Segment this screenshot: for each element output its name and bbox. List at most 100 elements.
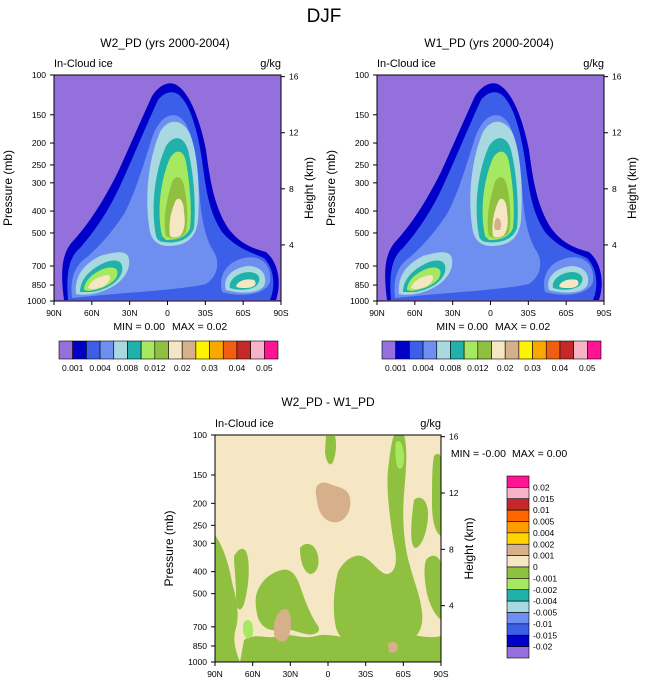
y2-tick-label: 4 [449, 601, 454, 611]
y2-tick-label: 8 [612, 184, 617, 194]
y-axis-title: Pressure (mb) [162, 510, 176, 586]
y-tick-label: 850 [193, 641, 207, 651]
colorbar-label: 0.004 [412, 363, 434, 373]
y-tick-label: 500 [193, 589, 207, 599]
colorbar-label: 0.015 [533, 494, 555, 504]
y2-axis-title: Height (km) [302, 157, 316, 219]
y-tick-label: 100 [355, 70, 369, 80]
colorbar-swatch [113, 340, 128, 360]
colorbar-swatch [506, 543, 530, 556]
y-tick-label: 700 [193, 622, 207, 632]
colorbar-label: 0.002 [533, 539, 555, 549]
colorbar-label: 0 [533, 562, 538, 572]
colorbar-label: 0.012 [144, 363, 166, 373]
colorbar-label: 0.05 [579, 363, 596, 373]
min-label: MIN = 0.00 [436, 321, 488, 333]
contour-level-neg0.001 [432, 453, 441, 536]
colorbar-swatch [381, 340, 396, 360]
colorbar-label: 0.001 [385, 363, 407, 373]
x-tick-label: 30S [198, 308, 213, 318]
colorbar-label: -0.001 [533, 573, 557, 583]
y-tick-label: 100 [32, 70, 46, 80]
colorbar-label: 0.02 [174, 363, 191, 373]
colorbar-swatch [58, 340, 73, 360]
y-tick-label: 250 [355, 160, 369, 170]
x-tick-label: 60S [559, 308, 574, 318]
y-tick-label: 700 [32, 261, 46, 271]
contour-level-0.001 [274, 608, 291, 642]
x-tick-label: 60S [396, 669, 411, 679]
colorbar-swatch [209, 340, 224, 360]
y2-tick-label: 16 [289, 72, 299, 82]
colorbar-swatch [506, 612, 530, 625]
colorbar-swatch [264, 340, 279, 360]
x-tick-label: 30N [445, 308, 461, 318]
x-tick-label: 90N [369, 308, 385, 318]
y2-tick-label: 12 [449, 488, 459, 498]
min-label: MIN = 0.00 [113, 321, 165, 333]
colorbar-swatch [506, 589, 530, 602]
colorbar-swatch [236, 340, 251, 360]
x-tick-label: 90S [433, 669, 448, 679]
max-label: MAX = 0.02 [495, 321, 550, 333]
colorbar-label: 0.008 [440, 363, 462, 373]
y2-tick-label: 8 [289, 184, 294, 194]
x-tick-label: 0 [488, 308, 493, 318]
colorbar: 0.001 0.004 0.008 0.012 0.02 0.03 0.04 0.05 [58, 340, 279, 373]
y-tick-label: 250 [32, 160, 46, 170]
y-tick-label: 250 [193, 520, 207, 530]
contour-field [54, 75, 281, 301]
colorbar-swatch [409, 340, 424, 360]
colorbar-label: -0.015 [533, 630, 557, 640]
colorbar-swatch [532, 340, 547, 360]
y-tick-label: 850 [355, 280, 369, 290]
contour-level-neg0.001 [424, 555, 441, 620]
y-tick-label: 400 [355, 206, 369, 216]
panel-difference: W2_PD - W1_PD In-Cloud ice g/kg 90N 60N 30… [162, 395, 567, 679]
y-tick-label: 400 [32, 206, 46, 216]
colorbar-label: 0.005 [533, 517, 555, 527]
colorbar-swatch [506, 509, 530, 522]
units-label: g/kg [583, 58, 604, 70]
contour-field [377, 75, 604, 301]
colorbar-swatch [573, 340, 588, 360]
colorbar-label: 0.008 [117, 363, 139, 373]
colorbar-swatch [506, 634, 530, 647]
variable-label: In-Cloud ice [215, 418, 274, 430]
x-tick-label: 60N [245, 669, 261, 679]
contour-level-neg0.001 [255, 569, 320, 635]
colorbar-swatch [463, 340, 479, 360]
x-tick-label: 90S [596, 308, 611, 318]
colorbar-swatch [436, 340, 451, 360]
colorbar-label: 0.004 [533, 528, 555, 538]
colorbar-swatch [518, 340, 533, 360]
colorbar-swatch [250, 340, 265, 360]
x-tick-label: 0 [326, 669, 331, 679]
y2-tick-label: 4 [289, 240, 294, 250]
contour-level-0.02 [559, 279, 579, 288]
x-tick-label: 60N [84, 308, 100, 318]
contour-level-neg0.002 [395, 440, 404, 469]
colorbar-label: -0.01 [533, 619, 553, 629]
contour-level-0.025 [494, 218, 502, 230]
min-label: MIN = -0.00 [451, 448, 506, 460]
colorbar-label: 0.01 [533, 505, 550, 515]
y-tick-label: 300 [355, 178, 369, 188]
colorbar-swatch [506, 532, 530, 545]
contour-level-neg0.001 [300, 543, 319, 574]
colorbar-swatch [127, 340, 142, 360]
x-tick-label: 0 [165, 308, 170, 318]
y-tick-label: 500 [32, 228, 46, 238]
y-tick-label: 1000 [188, 657, 207, 667]
colorbar-label: -0.005 [533, 608, 557, 618]
y-tick-label: 700 [355, 261, 369, 271]
contour-level-neg0.001 [215, 535, 240, 662]
y-tick-label: 150 [32, 110, 46, 120]
y-tick-label: 200 [355, 138, 369, 148]
contour-level-0.02 [236, 279, 256, 288]
y2-axis-title: Height (km) [625, 157, 639, 219]
colorbar-swatch [86, 340, 101, 360]
colorbar-label: 0.03 [201, 363, 218, 373]
colorbar-swatch [168, 340, 183, 360]
colorbar-swatch [422, 340, 438, 360]
